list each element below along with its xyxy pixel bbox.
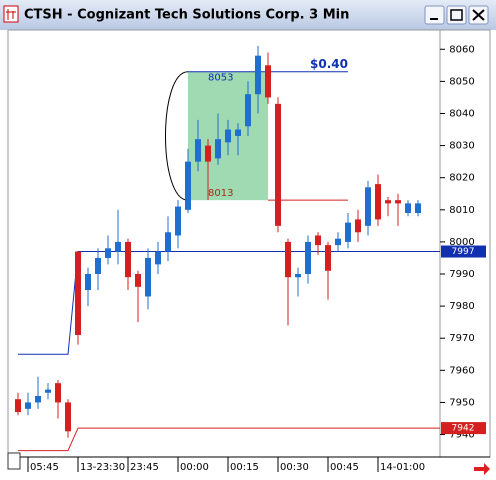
y-tick-label: 7970 <box>449 333 474 344</box>
candle-body <box>125 241 131 278</box>
x-tick-label: 00:30 <box>280 462 309 473</box>
candle-body <box>385 200 391 204</box>
y-tick-label: 8030 <box>449 141 474 152</box>
candle-body <box>75 251 81 335</box>
candle-body <box>135 274 141 287</box>
maximize-button[interactable] <box>446 5 467 25</box>
x-tick-label: 14-01:00 <box>380 462 425 473</box>
candle-body <box>45 389 51 393</box>
y-tick-label: 7980 <box>449 301 474 312</box>
candle-body <box>145 257 151 297</box>
y-tick-label: 7960 <box>449 365 474 376</box>
y-tick-label: 8050 <box>449 76 474 87</box>
candle-body <box>395 200 401 204</box>
candle-body <box>415 203 421 213</box>
candle-body <box>355 219 361 233</box>
candle-body <box>285 241 291 278</box>
candle-body <box>325 245 331 271</box>
price-tag <box>441 422 486 435</box>
y-tick-label: 8060 <box>449 44 474 55</box>
candle-body <box>405 203 411 213</box>
high-label: 8053 <box>208 73 233 84</box>
x-tick-label: 05:45 <box>30 462 59 473</box>
app-icon <box>3 5 19 23</box>
candle-body <box>305 241 311 274</box>
candle-body <box>375 184 381 220</box>
y-tick-label: 8000 <box>449 237 474 248</box>
candle-body <box>55 383 61 403</box>
candle-body <box>25 402 31 409</box>
scroll-arrow[interactable] <box>474 463 490 475</box>
minimize-button[interactable] <box>424 5 445 25</box>
price-tag-label: 7942 <box>452 424 475 434</box>
x-tick-label: 23:45 <box>130 462 159 473</box>
low-label: 8013 <box>208 188 233 199</box>
scroll-box[interactable] <box>7 452 21 470</box>
candle-body <box>315 235 321 246</box>
candle-body <box>255 55 261 95</box>
candle-body <box>345 222 351 242</box>
y-tick-label: 8040 <box>449 108 474 119</box>
candle-body <box>105 248 111 258</box>
y-tick-label: 7950 <box>449 397 474 408</box>
candle-body <box>95 257 101 274</box>
candle-body <box>265 65 271 98</box>
candle-body <box>15 399 21 413</box>
candle-body <box>115 241 121 252</box>
candle-body <box>335 238 341 246</box>
candle-body <box>365 187 371 226</box>
candle-body <box>215 139 221 159</box>
price-tag-label: 7997 <box>452 247 475 257</box>
candle-body <box>295 274 301 278</box>
candle-body <box>225 129 231 143</box>
candle-body <box>35 396 41 403</box>
candle-body <box>275 103 281 226</box>
candle-body <box>195 139 201 162</box>
candle-body <box>65 402 71 432</box>
candle-body <box>205 145 211 162</box>
close-button[interactable] <box>468 5 489 25</box>
range-bracket <box>165 71 189 201</box>
x-tick-label: 00:45 <box>330 462 359 473</box>
candle-body <box>185 161 191 210</box>
candle-body <box>235 129 241 136</box>
candle-body <box>165 232 171 252</box>
app-icon-glyph <box>6 9 16 20</box>
y-tick-label: 7990 <box>449 269 474 280</box>
change-label: $0.40 <box>310 57 348 71</box>
price-axis <box>439 29 491 458</box>
window-title: CTSH - Cognizant Tech Solutions Corp. 3 … <box>24 8 349 23</box>
y-tick-label: 8010 <box>449 205 474 216</box>
candle-body <box>85 274 91 291</box>
title-bar <box>0 0 496 30</box>
level-line <box>18 427 440 452</box>
candle-body <box>155 251 161 265</box>
x-tick-label: 00:15 <box>230 462 259 473</box>
candle-body <box>245 94 251 127</box>
x-tick-label: 13-23:30 <box>80 462 125 473</box>
x-tick-label: 00:00 <box>180 462 209 473</box>
y-tick-label: 8020 <box>449 173 474 184</box>
candle-body <box>175 206 181 236</box>
y-tick-label: 7940 <box>449 430 474 441</box>
price-tag <box>441 245 486 258</box>
level-line <box>18 251 440 355</box>
